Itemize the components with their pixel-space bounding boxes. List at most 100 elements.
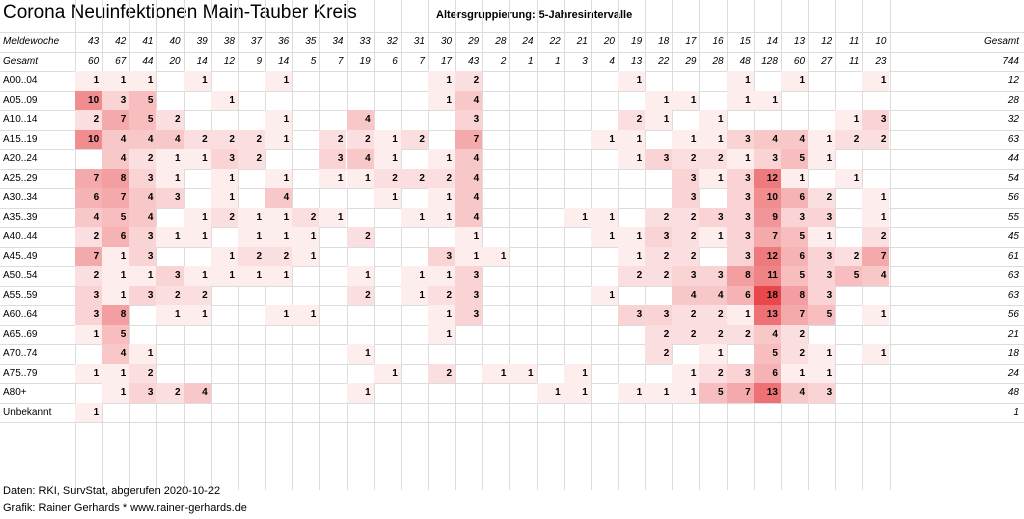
week-header-cell: 33 xyxy=(359,36,371,47)
heatmap-cell: 1 xyxy=(237,227,266,247)
week-total-cell: 48 xyxy=(739,55,751,67)
heatmap-cell: 1 xyxy=(455,246,483,266)
heatmap-cell: 2 xyxy=(210,129,238,149)
heatmap-cell: 1 xyxy=(265,129,293,149)
age-group-label: Unbekannt xyxy=(3,406,52,418)
age-group-total-cell: 54 xyxy=(1007,172,1019,184)
heatmap-cell: 1 xyxy=(237,207,266,227)
heatmap-cell: 1 xyxy=(427,90,456,110)
heatmap-cell: 3 xyxy=(455,305,483,325)
heatmap-cell: 4 xyxy=(780,129,809,149)
heatmap-cell: 2 xyxy=(400,168,428,188)
heatmap-cell: 1 xyxy=(780,71,809,91)
grid-vline xyxy=(427,0,429,490)
age-group-total-cell: 63 xyxy=(1007,133,1019,145)
heatmap-cell: 2 xyxy=(156,110,184,130)
heatmap-cell: 1 xyxy=(265,207,293,227)
heatmap-cell: 1 xyxy=(862,305,890,325)
heatmap-cell: 3 xyxy=(808,246,836,266)
heatmap-cell: 9 xyxy=(753,207,781,227)
week-header-cell: 15 xyxy=(739,36,751,47)
heatmap-cell: 2 xyxy=(346,227,374,247)
heatmap-cell: 1 xyxy=(183,266,211,286)
heatmap-cell: 5 xyxy=(780,227,809,247)
heatmap-cell: 2 xyxy=(237,246,266,266)
heatmap-cell: 3 xyxy=(808,266,836,286)
heatmap-cell: 1 xyxy=(346,266,374,286)
heatmap-cell: 7 xyxy=(726,383,754,403)
heatmap-cell: 1 xyxy=(183,305,211,325)
week-header-cell: 39 xyxy=(196,36,208,47)
grid-vline xyxy=(373,0,375,490)
heatmap-cell: 3 xyxy=(455,285,483,305)
week-header-cell: 42 xyxy=(115,36,127,47)
grid-hline xyxy=(0,227,1024,228)
heatmap-cell: 13 xyxy=(753,305,781,325)
week-header-cell: 35 xyxy=(305,36,317,47)
heatmap-cell: 1 xyxy=(400,207,428,227)
heatmap-cell: 10 xyxy=(753,188,781,208)
heatmap-cell: 3 xyxy=(726,129,754,149)
heatmap-cell: 4 xyxy=(75,207,103,227)
age-group-label: A65..69 xyxy=(3,328,38,340)
heatmap-cell: 1 xyxy=(862,71,890,91)
heatmap-cell: 1 xyxy=(427,305,456,325)
grid-hline xyxy=(0,305,1024,306)
heatmap-cell: 3 xyxy=(156,266,184,286)
week-header-cell: 32 xyxy=(386,36,398,47)
week-header-cell: 22 xyxy=(549,36,561,47)
age-group-label: A55..59 xyxy=(3,289,38,301)
heatmap-cell: 1 xyxy=(75,402,103,422)
heatmap-cell: 1 xyxy=(102,246,130,266)
week-header-cell: 17 xyxy=(685,36,697,47)
chart-subtitle: Altersgruppierung: 5-Jahresintervalle xyxy=(436,9,633,21)
heatmap-cell: 1 xyxy=(699,129,727,149)
heatmap-cell: 7 xyxy=(102,188,130,208)
age-group-total-cell: 28 xyxy=(1007,94,1019,106)
heatmap-cell: 3 xyxy=(455,110,483,130)
heatmap-cell: 6 xyxy=(780,246,809,266)
heatmap-cell: 2 xyxy=(699,324,727,344)
week-total-cell: 5 xyxy=(310,55,317,67)
week-total-cell: 43 xyxy=(468,55,480,67)
heatmap-cell: 1 xyxy=(726,305,754,325)
heatmap-cell: 1 xyxy=(645,110,673,130)
week-total-cell: 17 xyxy=(440,55,453,67)
heatmap-cell: 1 xyxy=(726,71,754,91)
grid-hline xyxy=(0,324,1024,326)
grid-hline xyxy=(0,285,1024,287)
grid-vline xyxy=(509,0,511,490)
heatmap-cell: 2 xyxy=(373,168,401,188)
heatmap-cell: 2 xyxy=(237,129,266,149)
week-header-cell: 21 xyxy=(576,36,588,47)
heatmap-cell: 1 xyxy=(237,266,266,286)
heatmap-cell: 1 xyxy=(265,168,293,188)
heatmap-cell: 2 xyxy=(672,149,700,169)
credit-note: Grafik: Rainer Gerhards * www.rainer-ger… xyxy=(3,502,247,514)
heatmap-cell: 3 xyxy=(156,188,184,208)
grid-hline xyxy=(0,71,1024,72)
heatmap-cell: 3 xyxy=(129,383,157,403)
heatmap-cell: 4 xyxy=(672,285,700,305)
heatmap-cell: 1 xyxy=(292,305,320,325)
heatmap-cell: 2 xyxy=(672,246,700,266)
week-total-cell: 14 xyxy=(196,55,208,67)
heatmap-cell: 3 xyxy=(129,246,157,266)
age-group-total-cell: 45 xyxy=(1007,231,1019,242)
heatmap-cell: 1 xyxy=(265,305,293,325)
heatmap-cell: 3 xyxy=(645,227,673,247)
age-group-label: A15..19 xyxy=(3,133,38,145)
heatmap-cell: 2 xyxy=(346,129,374,149)
heatmap-cell: 4 xyxy=(346,110,374,130)
heatmap-cell: 1 xyxy=(265,110,293,130)
heatmap-cell: 18 xyxy=(753,285,781,305)
heatmap-cell: 13 xyxy=(753,383,781,403)
heatmap-cell: 4 xyxy=(455,207,483,227)
age-group-total-cell: 1 xyxy=(1013,406,1019,418)
heatmap-cell: 1 xyxy=(210,90,238,110)
heatmap-cell: 1 xyxy=(427,71,456,91)
week-header-cell: 14 xyxy=(766,36,778,47)
heatmap-cell: 2 xyxy=(129,363,157,383)
heatmap-cell: 6 xyxy=(726,285,754,305)
heatmap-cell: 1 xyxy=(156,227,184,247)
